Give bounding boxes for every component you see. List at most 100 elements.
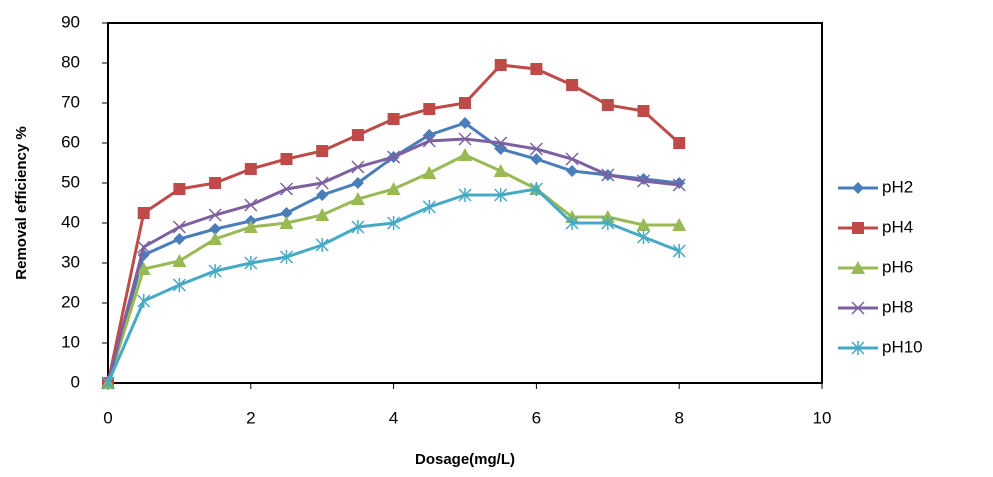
marker	[351, 129, 364, 141]
marker	[386, 182, 401, 195]
y-tick-label: 10	[61, 332, 80, 351]
plot-frame	[107, 22, 823, 384]
marker	[137, 240, 151, 254]
y-tick-label: 80	[61, 52, 80, 71]
marker	[459, 117, 471, 129]
marker	[387, 113, 400, 125]
marker	[244, 256, 258, 270]
marker	[208, 264, 222, 278]
marker	[350, 192, 365, 205]
x-tick-label: 0	[103, 408, 112, 427]
marker	[458, 188, 472, 202]
x-tick-label: 6	[532, 408, 541, 427]
y-tick-label: 60	[61, 132, 80, 151]
legend-label: pH2	[882, 177, 913, 196]
marker	[243, 220, 258, 233]
marker	[423, 103, 436, 115]
y-tick-label: 30	[61, 252, 80, 271]
legend-label: pH6	[882, 257, 913, 276]
marker	[672, 218, 687, 231]
marker	[673, 177, 686, 189]
marker	[673, 137, 686, 149]
x-tick-label: 2	[246, 408, 255, 427]
marker	[458, 132, 472, 146]
marker	[101, 376, 115, 390]
marker	[315, 238, 329, 252]
marker	[601, 99, 614, 111]
y-tick-label: 40	[61, 212, 80, 231]
marker	[244, 163, 257, 175]
x-tick-label: 10	[813, 408, 832, 427]
legend-label: pH10	[882, 337, 923, 356]
marker	[422, 166, 437, 179]
y-tick-label: 90	[61, 12, 80, 31]
marker	[494, 59, 507, 71]
marker	[672, 178, 686, 192]
marker	[244, 198, 258, 212]
x-axis-label: Dosage(mg/L)	[415, 451, 515, 468]
marker	[672, 244, 686, 258]
marker	[387, 150, 401, 164]
marker	[530, 153, 543, 165]
marker	[459, 97, 471, 109]
y-tick-label: 70	[61, 92, 80, 111]
marker	[458, 148, 472, 161]
marker	[494, 188, 508, 202]
marker	[565, 216, 579, 230]
marker	[566, 165, 579, 177]
marker	[279, 216, 294, 229]
marker	[208, 232, 223, 245]
y-tick-label: 0	[71, 372, 80, 391]
marker	[351, 177, 364, 189]
marker	[136, 262, 151, 275]
marker	[351, 220, 365, 234]
x-tick-label: 8	[674, 408, 683, 427]
marker	[315, 208, 330, 221]
marker	[279, 250, 294, 264]
marker	[279, 182, 294, 196]
marker	[173, 183, 186, 195]
marker	[851, 341, 865, 355]
y-tick-label: 20	[61, 292, 80, 311]
marker	[566, 79, 579, 91]
marker	[529, 182, 543, 196]
marker	[422, 200, 436, 214]
marker	[280, 207, 293, 219]
marker	[636, 218, 651, 231]
marker	[209, 223, 222, 235]
marker	[208, 208, 222, 222]
legend-label: pH8	[882, 297, 913, 316]
marker	[172, 278, 186, 292]
marker	[280, 153, 293, 165]
marker	[637, 105, 650, 117]
marker	[529, 142, 543, 156]
marker	[601, 216, 615, 230]
marker	[636, 174, 651, 188]
x-tick-label: 4	[389, 408, 398, 427]
marker	[172, 220, 186, 234]
marker	[316, 189, 329, 201]
marker	[852, 222, 864, 234]
marker	[851, 261, 865, 274]
marker	[851, 301, 865, 315]
series-line	[106, 137, 680, 384]
marker	[494, 136, 508, 150]
marker	[137, 294, 151, 308]
marker	[422, 134, 436, 148]
y-axis-label: Removal efficiency %	[13, 126, 30, 279]
marker	[315, 176, 329, 190]
marker	[636, 230, 651, 244]
legend-label: pH4	[882, 217, 913, 236]
marker	[530, 63, 543, 75]
marker	[173, 233, 186, 245]
marker	[565, 152, 579, 166]
marker	[852, 182, 864, 194]
marker	[137, 207, 150, 219]
y-tick-label: 50	[61, 172, 80, 191]
marker	[316, 145, 329, 157]
marker	[209, 177, 222, 189]
marker	[172, 254, 187, 267]
marker	[601, 168, 615, 182]
marker	[387, 216, 401, 230]
